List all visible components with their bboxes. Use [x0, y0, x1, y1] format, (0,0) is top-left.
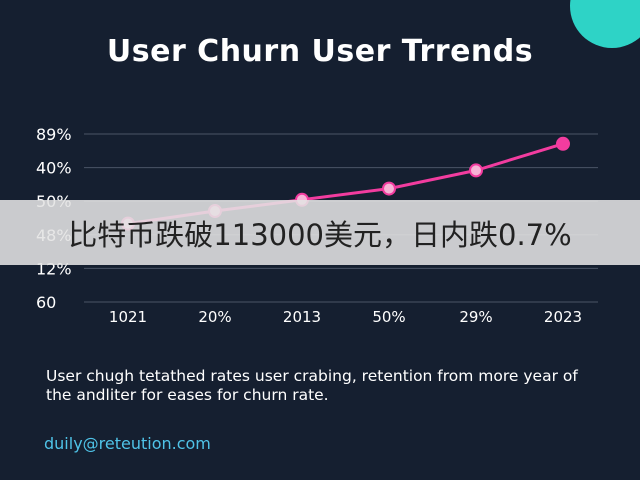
y-tick-label: 60 [36, 293, 56, 312]
chart-caption: User chugh tetathed rates user crabing, … [46, 367, 578, 404]
news-ticker-text: 比特币跌破113000美元，日内跌0.7% [68, 217, 572, 252]
data-point [556, 136, 570, 151]
data-point [469, 163, 483, 178]
x-tick-label: 1021 [109, 308, 147, 326]
x-tick-label: 50% [372, 308, 405, 326]
contact-email[interactable]: duily@reteution.com [44, 434, 211, 453]
chart-title: User Churn User Trrends [106, 34, 534, 69]
y-tick-label: 89% [36, 125, 72, 144]
news-ticker-banner: 比特币跌破113000美元，日内跌0.7% [0, 200, 640, 265]
x-tick-label: 29% [459, 308, 492, 326]
data-point [382, 181, 396, 196]
x-tick-label: 2013 [283, 308, 321, 326]
x-tick-label: 20% [198, 308, 231, 326]
x-axis-ticks: 1021 20% 2013 50% 29% 2023 [109, 308, 582, 326]
y-tick-label: 40% [36, 159, 72, 178]
x-tick-label: 2023 [544, 308, 582, 326]
